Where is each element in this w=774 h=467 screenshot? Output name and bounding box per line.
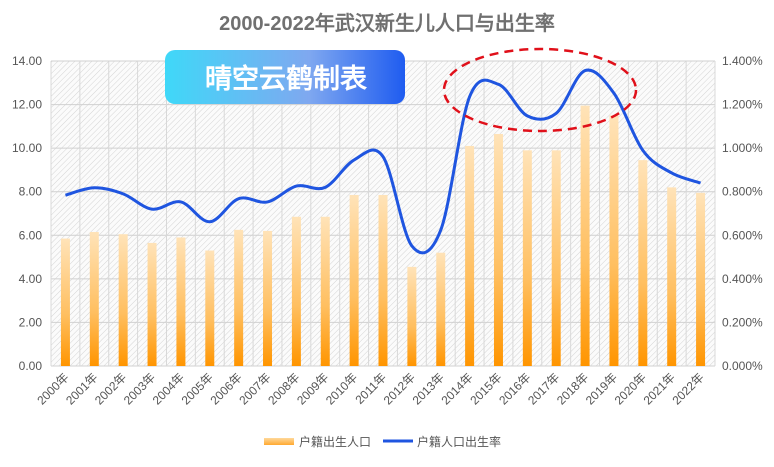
bar-2001年: [89, 232, 99, 366]
x-tick-label: 2000年: [34, 370, 71, 407]
x-tick-label: 2015年: [467, 370, 504, 407]
bar-2002年: [118, 234, 128, 366]
x-tick-label: 2003年: [121, 370, 158, 407]
y-left-tick-label: 10.00: [12, 141, 42, 155]
badge: 晴空云鹤制表: [165, 50, 405, 104]
bar-2010年: [349, 194, 359, 366]
bar-2022年: [696, 192, 706, 366]
x-tick-label: 2006年: [208, 370, 245, 407]
legend: 户籍出生人口 户籍人口出生率: [264, 434, 501, 449]
badge-text: 晴空云鹤制表: [205, 63, 367, 94]
bar-2012年: [407, 266, 417, 366]
legend-label-line: 户籍人口出生率: [417, 434, 501, 449]
x-tick-label: 2007年: [236, 370, 273, 407]
y-right-tick-label: 0.000%: [722, 359, 763, 373]
bar-2013年: [436, 252, 446, 366]
x-tick-label: 2009年: [294, 370, 331, 407]
y-left-tick-label: 6.00: [19, 228, 43, 242]
series-line-rate: [65, 68, 702, 255]
bar-2017年: [551, 150, 561, 366]
x-tick-label: 2010年: [323, 370, 360, 407]
y-right-tick-label: 1.000%: [722, 141, 763, 155]
y-right-tick-label: 0.400%: [722, 272, 763, 286]
x-tick-label: 2005年: [179, 370, 216, 407]
x-tick-label: 2008年: [265, 370, 302, 407]
x-tick-label: 2022年: [669, 370, 706, 407]
y-right-tick-label: 0.600%: [722, 228, 763, 242]
y-left-tick-label: 4.00: [19, 272, 43, 286]
bar-2019年: [609, 115, 619, 366]
x-tick-label: 2002年: [92, 370, 129, 407]
bar-2020年: [638, 160, 648, 366]
x-tick-label: 2018年: [554, 370, 591, 407]
annotation-ellipse: [442, 47, 638, 133]
legend-label-bar: 户籍出生人口: [299, 434, 371, 449]
y-left-tick-label: 2.00: [19, 315, 43, 329]
bar-2018年: [580, 105, 590, 367]
bar-2005年: [205, 250, 215, 366]
bar-2000年: [60, 238, 70, 366]
x-tick-label: 2014年: [438, 370, 475, 407]
bar-2007年: [263, 230, 273, 366]
y-right-tick-label: 0.800%: [722, 185, 763, 199]
x-tick-label: 2012年: [381, 370, 418, 407]
y-left-tick-label: 12.00: [12, 98, 42, 112]
y-right-tick-label: 1.400%: [722, 54, 763, 68]
x-tick-label: 2004年: [150, 370, 187, 407]
bar-2004年: [176, 237, 186, 366]
y-right-tick-label: 0.200%: [722, 315, 763, 329]
y-right-tick-label: 1.200%: [722, 98, 763, 112]
bar-2008年: [291, 216, 301, 366]
bar-2009年: [320, 216, 330, 366]
bar-2015年: [493, 133, 503, 366]
x-tick-label: 2020年: [612, 370, 649, 407]
x-tick-label: 2001年: [63, 370, 100, 407]
bar-2006年: [234, 229, 244, 366]
x-tick-label: 2019年: [583, 370, 620, 407]
bar-2011年: [378, 194, 388, 366]
bar-2003年: [147, 242, 157, 366]
x-tick-label: 2017年: [525, 370, 562, 407]
x-tick-label: 2016年: [496, 370, 533, 407]
bar-2014年: [465, 145, 475, 366]
bar-2021年: [667, 187, 677, 366]
x-tick-label: 2013年: [410, 370, 447, 407]
y-left-tick-label: 14.00: [12, 54, 42, 68]
x-tick-label: 2021年: [641, 370, 678, 407]
chart-title: 2000-2022年武汉新生儿人口与出生率: [219, 11, 555, 35]
legend-swatch-bar: [264, 438, 294, 445]
bar-2016年: [522, 150, 532, 366]
y-left-tick-label: 8.00: [19, 185, 43, 199]
y-left-tick-label: 0.00: [19, 359, 43, 373]
